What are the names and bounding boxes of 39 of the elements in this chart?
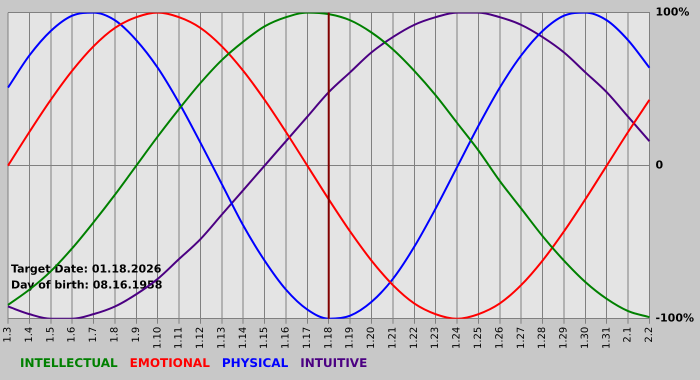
text: PHYSICAL [222, 356, 289, 370]
x-tick-label: 1.17 [302, 326, 313, 349]
x-tick-label: 1.18 [323, 326, 334, 349]
x-tick-label: 1.20 [366, 326, 378, 349]
x-tick-label: 1.14 [238, 326, 249, 349]
x-tick-label: 1.8 [110, 326, 120, 343]
x-tick-label: 1.22 [408, 326, 420, 349]
x-tick-label: 1.11 [174, 326, 185, 349]
x-tick-label: 1.4 [24, 326, 35, 343]
x-tick-label: 1.23 [430, 326, 442, 349]
x-tick-label: 1.3 [2, 326, 14, 343]
text: INTUITIVE [300, 356, 368, 370]
x-tick-label: 1.21 [387, 326, 398, 349]
x-tick-label: 1.29 [558, 326, 570, 349]
x-tick-label: 1.28 [537, 326, 548, 349]
x-tick-label: 1.16 [280, 326, 292, 349]
x-tick-label: 1.24 [452, 326, 463, 349]
x-tick-label: 1.13 [216, 326, 228, 349]
text: INTELLECTUAL [20, 356, 118, 370]
x-tick-label: 1.30 [580, 326, 591, 349]
x-tick-label: 1.6 [66, 326, 78, 343]
x-tick-label: 2.1 [622, 326, 634, 343]
x-tick-label: 1.31 [601, 326, 612, 349]
x-tick-label: 1.15 [259, 326, 270, 349]
x-tick-label: 2.2 [644, 326, 656, 343]
x-tick-label: 1.25 [472, 326, 484, 349]
x-tick-label: 1.7 [88, 326, 100, 343]
x-tick-label: 1.26 [494, 326, 506, 349]
x-tick-label: 1.10 [152, 326, 164, 349]
x-tick-label: 1.27 [516, 326, 527, 349]
annotation: Target Date: 01.18.2026 [11, 262, 162, 276]
y-tick-label: 0 [655, 158, 664, 172]
x-tick-label: 1.19 [344, 326, 356, 349]
text: EMOTIONAL [130, 356, 210, 370]
x-tick-label: 1.12 [195, 326, 206, 349]
y-tick-label: 100% [655, 5, 690, 18]
x-tick-label: 1.9 [130, 326, 142, 343]
x-tick-label: 1.5 [45, 326, 56, 343]
y-tick-label: -100% [655, 312, 694, 325]
